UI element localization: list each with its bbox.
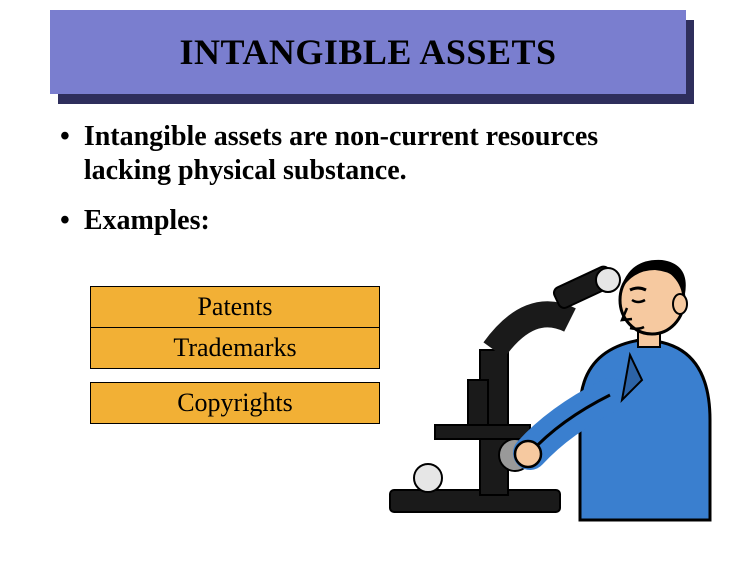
microscope-scientist-icon	[380, 230, 720, 530]
table-row: Patents	[90, 286, 380, 328]
bullet-marker: •	[60, 120, 70, 154]
bullet-text: Examples:	[84, 204, 210, 238]
slide: INTANGIBLE ASSETS • Intangible assets ar…	[0, 0, 756, 576]
title-box: INTANGIBLE ASSETS	[50, 10, 686, 94]
table-row: Trademarks	[90, 327, 380, 369]
example-cell: Patents	[197, 292, 272, 322]
bullet-item: • Intangible assets are non-current reso…	[60, 120, 690, 188]
example-cell: Trademarks	[173, 333, 296, 363]
bullet-text: Intangible assets are non-current resour…	[84, 120, 690, 188]
table-row-gap	[90, 369, 380, 383]
slide-title: INTANGIBLE ASSETS	[180, 31, 557, 73]
bullet-marker: •	[60, 204, 70, 238]
example-cell: Copyrights	[177, 388, 293, 418]
table-row: Copyrights	[90, 382, 380, 424]
examples-table: Patents Trademarks Copyrights	[90, 286, 380, 424]
scientist-microscope-illustration	[380, 230, 720, 530]
